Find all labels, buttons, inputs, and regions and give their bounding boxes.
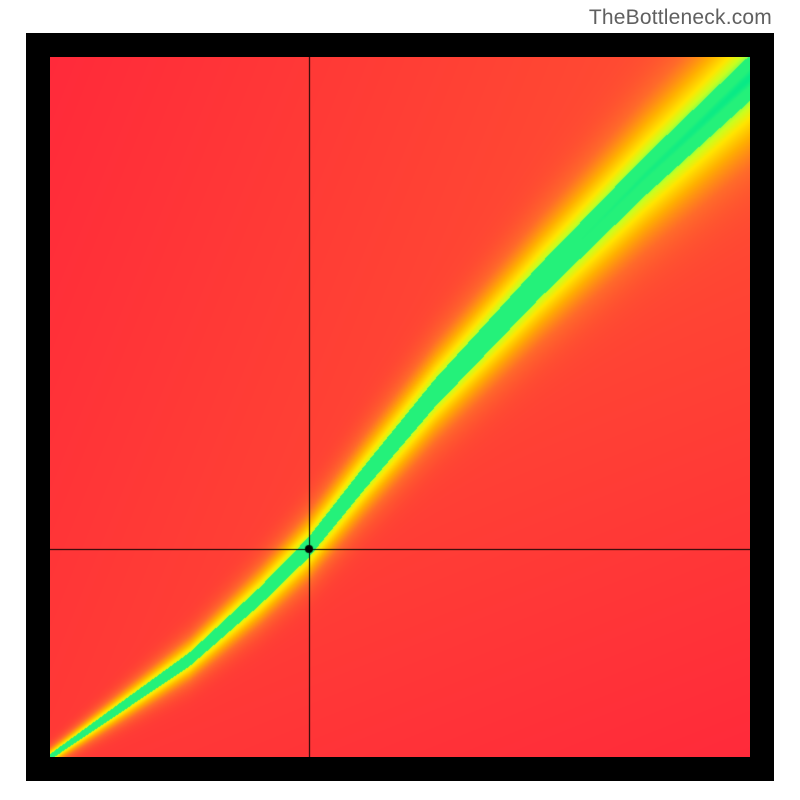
bottleneck-heatmap xyxy=(50,57,750,757)
chart-frame xyxy=(26,33,774,781)
watermark-text: TheBottleneck.com xyxy=(589,6,772,30)
